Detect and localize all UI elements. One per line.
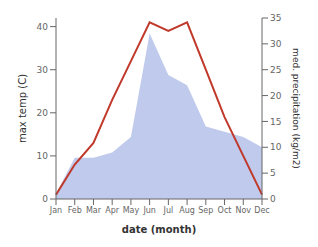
svg-text:0: 0 [270, 194, 276, 204]
svg-text:date (month): date (month) [122, 224, 196, 235]
svg-text:Apr: Apr [105, 206, 120, 215]
svg-text:5: 5 [270, 168, 276, 178]
svg-text:Jul: Jul [163, 206, 174, 215]
svg-text:Aug: Aug [179, 206, 195, 215]
svg-text:30: 30 [37, 65, 49, 75]
svg-text:Feb: Feb [68, 206, 82, 215]
svg-text:Jan: Jan [49, 206, 62, 215]
svg-text:med. precipitation (kg/m2): med. precipitation (kg/m2) [291, 48, 301, 169]
svg-text:May: May [123, 206, 140, 215]
svg-text:Mar: Mar [86, 206, 102, 215]
svg-text:20: 20 [37, 108, 49, 118]
svg-text:20: 20 [270, 91, 282, 101]
svg-text:25: 25 [270, 65, 281, 75]
svg-text:40: 40 [37, 22, 49, 32]
svg-text:10: 10 [270, 142, 282, 152]
svg-text:Sep: Sep [198, 206, 213, 215]
svg-text:15: 15 [270, 117, 281, 127]
svg-text:Dec: Dec [254, 206, 269, 215]
svg-text:35: 35 [270, 13, 281, 23]
svg-text:0: 0 [42, 194, 48, 204]
svg-text:30: 30 [270, 39, 282, 49]
svg-text:Oct: Oct [218, 206, 232, 215]
svg-text:Jun: Jun [142, 206, 156, 215]
svg-text:max temp (C): max temp (C) [17, 74, 28, 143]
svg-text:Nov: Nov [235, 206, 251, 215]
svg-text:10: 10 [37, 151, 49, 161]
